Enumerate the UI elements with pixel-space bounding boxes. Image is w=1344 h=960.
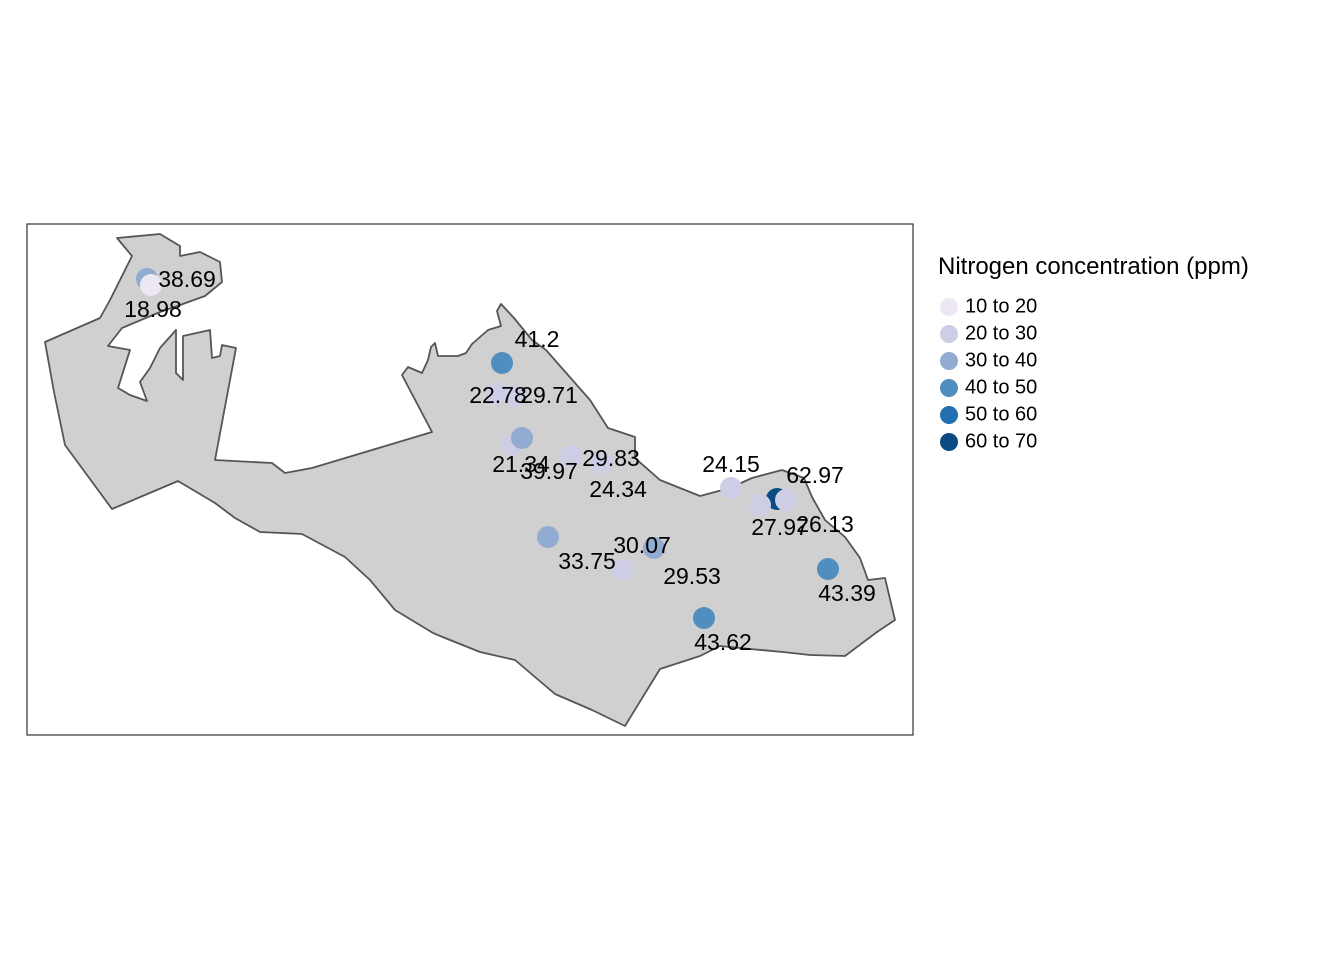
sample-point — [591, 452, 613, 474]
point-label: 38.69 — [158, 266, 216, 292]
legend-label: 30 to 40 — [965, 349, 1037, 371]
legend-swatch — [940, 325, 958, 343]
point-label: 21.34 — [492, 451, 550, 477]
sample-point — [643, 537, 665, 559]
point-label: 24.15 — [702, 451, 760, 477]
legend-title: Nitrogen concentration (ppm) — [938, 253, 1249, 280]
point-label: 26.13 — [796, 511, 854, 537]
point-label: 29.53 — [663, 563, 721, 589]
legend-swatch — [940, 379, 958, 397]
sample-point — [537, 526, 559, 548]
sample-point — [560, 445, 582, 467]
legend-label: 20 to 30 — [965, 322, 1037, 344]
sample-point — [504, 385, 526, 407]
sample-point — [486, 382, 508, 404]
point-label: 30.07 — [613, 532, 671, 558]
sample-point — [817, 558, 839, 580]
point-label: 29.83 — [582, 445, 640, 471]
sample-point — [140, 274, 162, 296]
legend-label: 60 to 70 — [965, 430, 1037, 452]
point-label: 27.97 — [751, 514, 809, 540]
legend-label: 10 to 20 — [965, 295, 1037, 317]
sample-point — [693, 607, 715, 629]
point-label: 33.75 — [558, 548, 616, 574]
point-label: 62.97 — [786, 462, 844, 488]
legend: Nitrogen concentration (ppm) 10 to 20 20 … — [938, 253, 1249, 452]
legend-label: 50 to 60 — [965, 403, 1037, 425]
sample-point — [511, 427, 533, 449]
point-label: 18.98 — [124, 296, 182, 322]
point-label: 41.2 — [515, 326, 560, 352]
legend-swatch — [940, 352, 958, 370]
legend-swatch — [940, 298, 958, 316]
point-label: 22.78 — [469, 382, 527, 408]
legend-swatch — [940, 406, 958, 424]
sample-point — [612, 558, 634, 580]
point-label: 39.97 — [520, 458, 578, 484]
sample-point — [749, 494, 771, 516]
point-label: 43.39 — [818, 580, 876, 606]
point-label: 29.71 — [520, 382, 578, 408]
sample-point — [720, 477, 742, 499]
sample-point — [491, 352, 513, 374]
land-polygon — [44, 233, 896, 727]
legend-swatch — [940, 433, 958, 451]
point-label: 24.34 — [589, 476, 647, 502]
sample-point — [775, 489, 797, 511]
point-label: 43.62 — [694, 629, 752, 655]
legend-label: 40 to 50 — [965, 376, 1037, 398]
